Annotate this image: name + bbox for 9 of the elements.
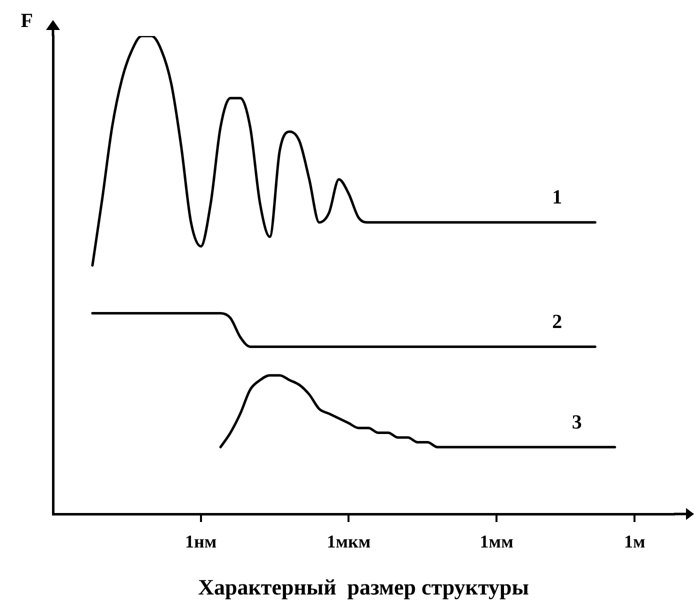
x-tick-label: 1нм (185, 531, 217, 552)
x-tick-label: 1м (624, 531, 646, 552)
x-tick-label: 1мкм (326, 531, 371, 552)
y-axis-title: F (20, 10, 33, 32)
series-label: 3 (572, 411, 582, 434)
x-tick-label: 1мм (480, 531, 514, 552)
x-axis-title: Характерный размер структуры (198, 574, 529, 600)
series-label: 1 (552, 186, 562, 209)
series-label: 2 (552, 310, 562, 333)
